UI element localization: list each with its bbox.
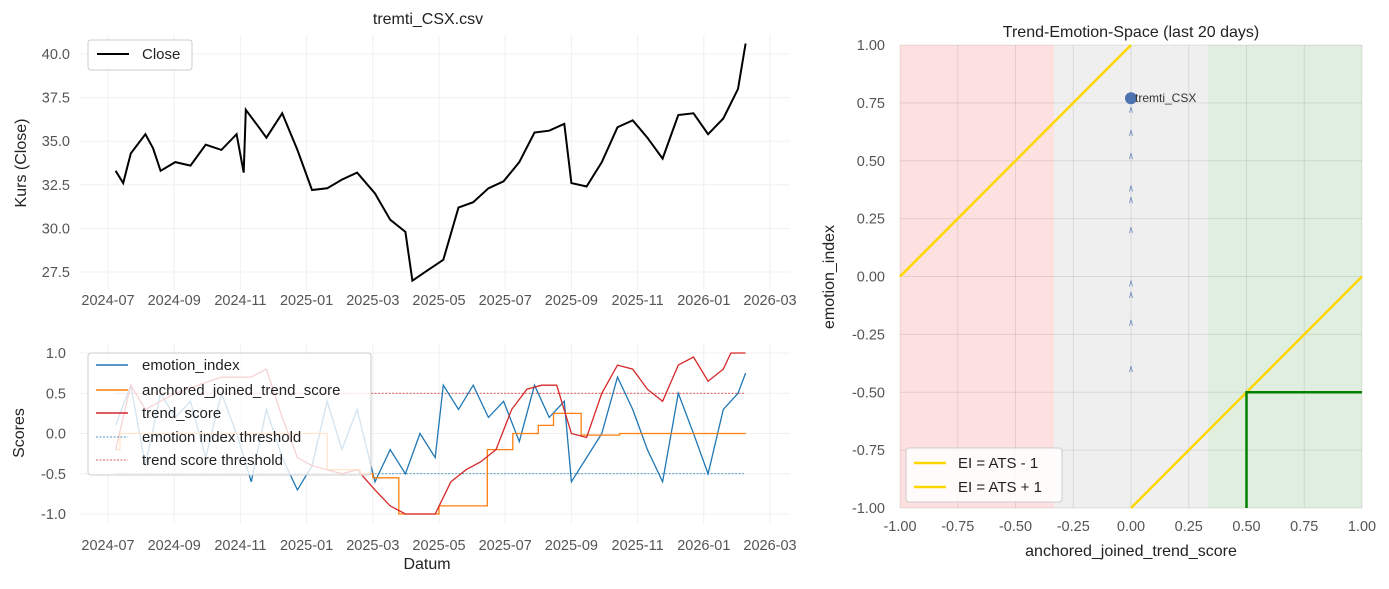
x-tick-label: 2025-11	[612, 538, 664, 554]
legend-label-emotion-threshold: emotion index threshold	[142, 429, 301, 446]
x-tick-label: 2026-01	[677, 538, 730, 554]
y-tick-label: 0.00	[857, 270, 885, 286]
x-tick-label: -0.25	[1057, 519, 1090, 535]
y-tick-label: -1.00	[852, 501, 885, 517]
current-point-label: tremti_CSX	[1135, 91, 1196, 105]
trail-arrow	[1129, 153, 1133, 160]
y-axis-label: emotion_index	[821, 225, 838, 329]
x-axis-label: Datum	[403, 556, 450, 573]
y-tick-label: 30.0	[42, 221, 70, 237]
trend-emotion-space-chart: Trend-Emotion-Space (last 20 days) emoti…	[821, 24, 1376, 560]
trail-arrow	[1129, 227, 1133, 234]
y-tick-label: 32.5	[42, 178, 70, 194]
y-tick-label: 0.75	[857, 96, 885, 112]
legend-label-close: Close	[142, 46, 180, 63]
y-tick-label: -0.75	[852, 443, 885, 459]
y-tick-label: 40.0	[42, 47, 70, 63]
upper-boundary-line	[899, 44, 1132, 278]
legend-label-emotion-index: emotion_index	[142, 357, 240, 374]
x-tick-label: 2025-03	[346, 538, 399, 554]
close-price-chart: tremti_CSX.csv Kurs (Close) 27.5 30.0 32.5…	[13, 11, 797, 309]
x-tick-label: -0.75	[941, 519, 974, 535]
x-tick-label: 1.00	[1348, 519, 1376, 535]
y-tick-label: 1.0	[46, 346, 66, 362]
legend-label-trend-threshold: trend score threshold	[142, 452, 283, 469]
close-series-line	[114, 43, 747, 283]
trail-arrow	[1129, 197, 1133, 204]
trail-arrow	[1129, 280, 1133, 287]
x-tick-label: 2024-07	[81, 293, 134, 309]
x-tick-label: 2025-05	[412, 293, 465, 309]
y-tick-label: -0.25	[852, 327, 885, 343]
y-tick-label: 0.5	[46, 386, 66, 402]
legend-label-trend-score: trend_score	[142, 405, 221, 422]
zone-background	[1054, 45, 1208, 508]
y-tick-label: -1.0	[41, 507, 66, 523]
x-tick-label: 2025-09	[545, 293, 598, 309]
legend-label-upper-line: EI = ATS + 1	[958, 479, 1042, 496]
target-zone-outline	[1245, 391, 1362, 508]
x-tick-label: 2026-03	[743, 538, 796, 554]
x-tick-label: 0.00	[1117, 519, 1145, 535]
trail-arrow	[1129, 106, 1133, 113]
legend: emotion_index anchored_joined_trend_scor…	[87, 352, 372, 476]
x-tick-label: 0.50	[1232, 519, 1260, 535]
y-tick-label: -0.5	[41, 467, 66, 483]
y-tick-label: 0.0	[46, 427, 66, 443]
x-tick-label: 2024-11	[214, 538, 266, 554]
x-tick-label: 2025-03	[346, 293, 399, 309]
x-tick-label: 2024-07	[81, 538, 134, 554]
trail-arrow	[1129, 185, 1133, 192]
y-tick-label: 0.25	[857, 212, 885, 228]
trail-arrow	[1129, 129, 1133, 137]
x-tick-label: 2025-09	[545, 538, 598, 554]
x-tick-label: 2025-07	[479, 293, 532, 309]
legend: Close	[87, 39, 193, 71]
y-tick-label: 35.0	[42, 134, 70, 150]
x-axis-label: anchored_joined_trend_score	[1025, 543, 1237, 560]
trail-arrow	[1129, 319, 1133, 326]
chart-title: tremti_CSX.csv	[373, 11, 483, 28]
x-tick-label: -1.00	[883, 519, 916, 535]
zone-background	[1207, 45, 1362, 508]
chart-title: Trend-Emotion-Space (last 20 days)	[1003, 24, 1259, 41]
y-axis-label: Kurs (Close)	[13, 119, 30, 208]
zone-background	[900, 45, 1055, 508]
legend: EI = ATS - 1 EI = ATS + 1	[905, 447, 1063, 503]
x-tick-label: 2025-05	[412, 538, 465, 554]
x-tick-label: 0.75	[1290, 519, 1318, 535]
x-tick-label: 2025-07	[479, 538, 532, 554]
x-tick-label: 2025-11	[612, 293, 664, 309]
scores-chart: Scores Datum -1.0 -0.5 0.0 0.5 1.0 2024-07 202…	[11, 343, 797, 573]
legend-label-lower-line: EI = ATS - 1	[958, 455, 1038, 472]
y-axis-label: Scores	[11, 408, 28, 458]
x-tick-label: 2024-11	[214, 293, 266, 309]
x-tick-label: 2024-09	[148, 538, 201, 554]
y-tick-label: -0.50	[852, 385, 885, 401]
y-tick-label: 27.5	[42, 265, 70, 281]
y-tick-label: 37.5	[42, 91, 70, 107]
y-tick-label: 0.50	[857, 154, 885, 170]
x-tick-label: 2026-01	[677, 293, 730, 309]
y-tick-label: 1.00	[857, 38, 885, 54]
current-point-marker	[1125, 92, 1137, 105]
x-tick-label: 2025-01	[280, 538, 333, 554]
x-tick-label: -0.50	[999, 519, 1032, 535]
x-tick-label: 0.25	[1175, 519, 1203, 535]
legend-label-anchored-score: anchored_joined_trend_score	[142, 382, 340, 399]
x-tick-label: 2025-01	[280, 293, 333, 309]
trail-arrow	[1129, 366, 1133, 373]
trail-arrow	[1129, 291, 1133, 299]
x-tick-label: 2026-03	[743, 293, 796, 309]
x-tick-label: 2024-09	[148, 293, 201, 309]
